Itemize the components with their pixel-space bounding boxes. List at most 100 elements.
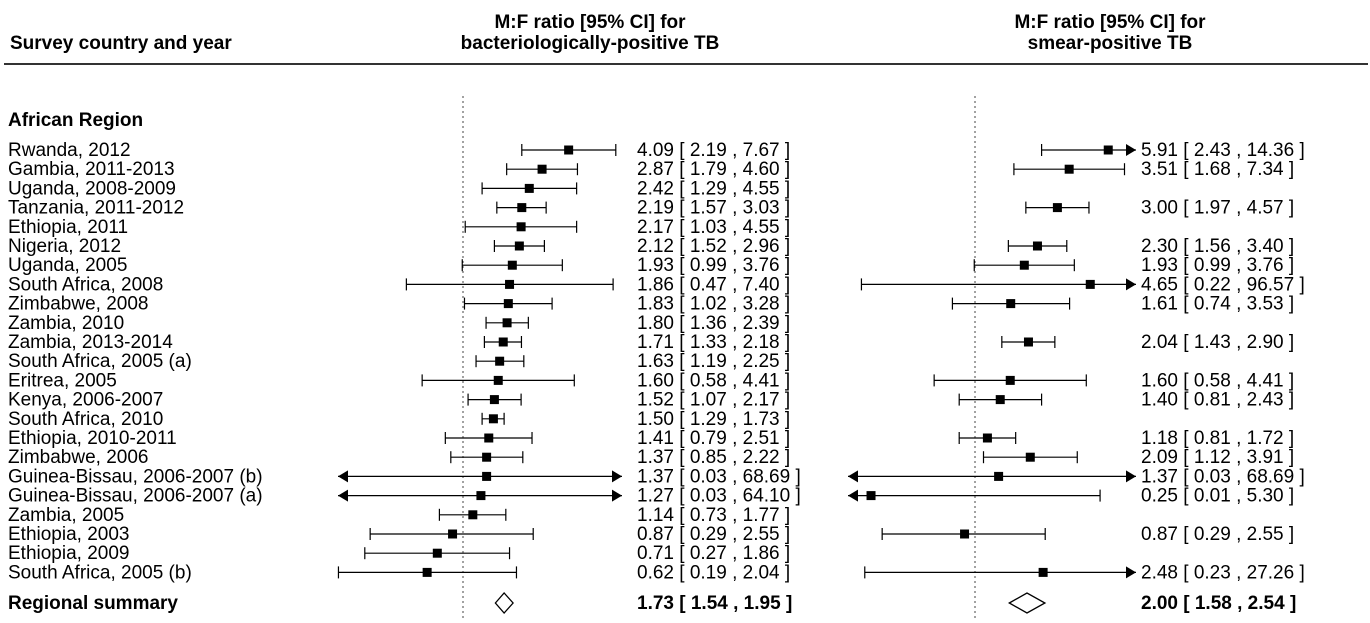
ci-arrow-right-smear [1126,144,1136,156]
ci-arrow-right-smear [1126,566,1136,579]
region-label: African Region [8,110,143,131]
ci-arrow-right-smear [1126,278,1136,291]
point-estimate-smear [982,433,992,443]
point-estimate-bact [482,471,492,481]
row-label: Zambia, 2005 [8,505,124,526]
point-estimate-bact [488,414,498,424]
point-estimate-smear [994,471,1004,481]
point-estimate-bact [516,222,526,232]
ci-arrow-right-bact [612,470,622,483]
ci-text-bact: 1.41 [ 0.79 , 2.51 ] [637,428,790,449]
point-estimate-bact [498,337,508,347]
row-label: Ethiopia, 2009 [8,543,130,564]
col-header-bact-line1: M:F ratio [95% CI] for [494,12,686,33]
ci-text-bact: 1.80 [ 1.36 , 2.39 ] [637,313,790,334]
point-estimate-smear [1019,260,1029,270]
point-estimate-smear [1052,203,1062,213]
col-header-smear-line2: smear-positive TB [1028,33,1193,54]
row-label: Uganda, 2005 [8,255,127,276]
row-label: Guinea-Bissau, 2006-2007 (a) [8,486,263,507]
row-label: Ethiopia, 2010-2011 [8,428,177,449]
ci-arrow-right-bact [612,489,622,502]
point-estimate-bact [524,183,534,193]
ci-text-bact: 1.37 [ 0.85 , 2.22 ] [637,447,790,468]
summary-diamond-smear [1007,592,1047,614]
point-estimate-bact [514,241,524,251]
ci-text-smear: 4.65 [ 0.22 , 96.57 ] [1141,274,1305,295]
ci-text-bact: 0.87 [ 0.29 , 2.55 ] [637,524,790,545]
point-estimate-smear [1032,241,1042,251]
ci-text-bact: 2.19 [ 1.57 , 3.03 ] [637,198,790,219]
point-estimate-bact [493,375,503,385]
row-label: Gambia, 2011-2013 [8,159,175,180]
point-estimate-bact [502,318,512,328]
ci-text-smear: 1.37 [ 0.03 , 68.69 ] [1141,466,1305,487]
ci-text-bact: 0.71 [ 0.27 , 1.86 ] [637,543,790,564]
summary-ci-text-bact: 1.73 [ 1.54 , 1.95 ] [637,593,792,614]
ci-text-bact: 1.93 [ 0.99 , 3.76 ] [637,255,790,276]
ci-text-bact: 1.63 [ 1.19 , 2.25 ] [637,351,790,372]
ci-text-smear: 1.18 [ 0.81 , 1.72 ] [1141,428,1294,449]
row-label: Ethiopia, 2003 [8,524,130,545]
row-label: Rwanda, 2012 [8,140,131,161]
ci-text-bact: 1.37 [ 0.03 , 68.69 ] [637,466,801,487]
ci-text-bact: 2.42 [ 1.29 , 4.55 ] [637,178,790,199]
ci-text-smear: 2.04 [ 1.43 , 2.90 ] [1141,332,1294,353]
ci-text-bact: 1.83 [ 1.02 , 3.28 ] [637,294,790,315]
point-estimate-bact [495,356,505,366]
ci-text-bact: 1.50 [ 1.29 , 1.73 ] [637,409,790,430]
ci-text-smear: 2.48 [ 0.23 , 27.26 ] [1141,562,1305,583]
row-label: Zimbabwe, 2008 [8,294,148,315]
row-label: Zimbabwe, 2006 [8,447,148,468]
ci-text-smear: 2.09 [ 1.12 , 3.91 ] [1141,447,1294,468]
ci-arrow-left-bact [338,470,348,483]
ci-text-smear: 3.51 [ 1.68 , 7.34 ] [1141,159,1294,180]
ci-text-bact: 1.71 [ 1.33 , 2.18 ] [637,332,790,353]
point-estimate-bact [422,567,432,577]
point-estimate-bact [476,491,486,501]
point-estimate-bact [484,433,494,443]
point-estimate-bact [505,279,515,289]
row-label: Zambia, 2010 [8,313,124,334]
row-label: Ethiopia, 2011 [8,217,128,238]
point-estimate-smear [1005,375,1015,385]
summary-ci-text-smear: 2.00 [ 1.58 , 2.54 ] [1141,593,1296,614]
point-estimate-smear [1103,145,1113,155]
row-label: South Africa, 2005 (b) [8,562,192,583]
ci-text-bact: 2.87 [ 1.79 , 4.60 ] [637,159,790,180]
point-estimate-bact [448,529,458,539]
ci-arrow-right-smear [1126,470,1136,483]
point-estimate-smear [995,395,1005,405]
point-estimate-smear [1006,299,1016,309]
ci-text-bact: 1.14 [ 0.73 , 1.77 ] [637,505,790,526]
col-header-country: Survey country and year [10,33,232,54]
row-label: Kenya, 2006-2007 [8,390,163,411]
point-estimate-smear [1064,164,1074,174]
row-label: South Africa, 2008 [8,274,163,295]
point-estimate-bact [537,164,547,174]
point-estimate-bact [517,203,527,213]
row-label: South Africa, 2010 [8,409,163,430]
ci-arrow-left-bact [338,489,348,502]
point-estimate-bact [482,452,492,462]
ci-text-smear: 0.87 [ 0.29 , 2.55 ] [1141,524,1294,545]
row-label: Eritrea, 2005 [8,370,117,391]
summary-diamond-bact [494,592,514,614]
ci-arrow-left-smear [848,489,858,502]
point-estimate-bact [503,299,513,309]
ci-text-smear: 2.30 [ 1.56 , 3.40 ] [1141,236,1294,257]
ci-text-bact: 4.09 [ 2.19 , 7.67 ] [637,140,790,161]
ci-arrow-left-smear [848,470,858,483]
row-label: Nigeria, 2012 [8,236,121,257]
row-label: Uganda, 2008-2009 [8,178,176,199]
ci-text-bact: 1.52 [ 1.07 , 2.17 ] [637,390,790,411]
ci-text-smear: 1.40 [ 0.81 , 2.43 ] [1141,390,1294,411]
point-estimate-bact [507,260,517,270]
point-estimate-smear [1023,337,1033,347]
ci-text-bact: 1.86 [ 0.47 , 7.40 ] [637,274,790,295]
point-estimate-smear [960,529,970,539]
ci-text-bact: 1.27 [ 0.03 , 64.10 ] [637,486,801,507]
ci-text-smear: 1.93 [ 0.99 , 3.76 ] [1141,255,1294,276]
ci-text-bact: 2.12 [ 1.52 , 2.96 ] [637,236,790,257]
